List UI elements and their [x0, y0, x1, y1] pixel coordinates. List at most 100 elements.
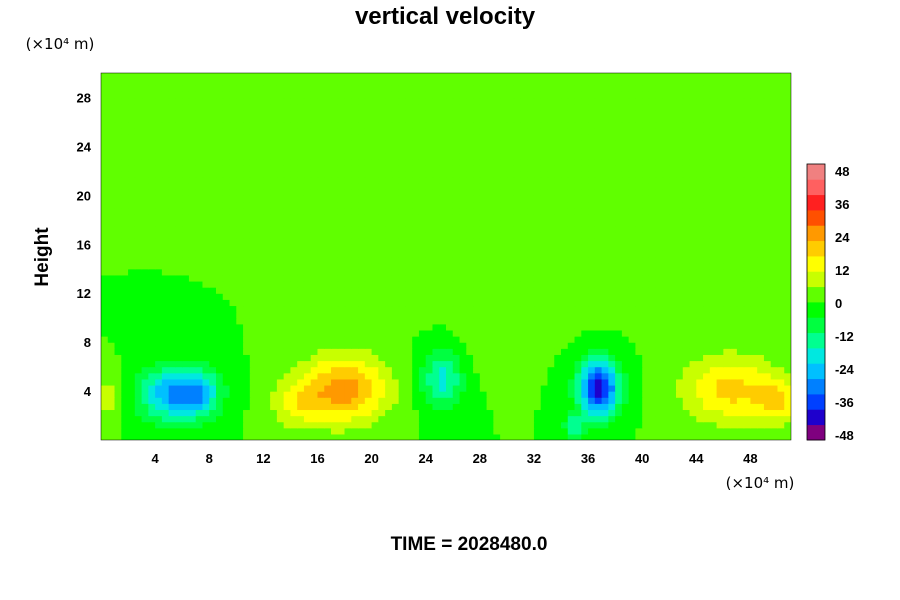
heatmap-cell: [331, 146, 339, 154]
heatmap-cell: [107, 232, 116, 239]
heatmap-cell: [148, 311, 156, 319]
heatmap-cell: [195, 384, 204, 392]
heatmap-cell: [391, 378, 400, 386]
heatmap-cell: [446, 403, 454, 411]
heatmap-cell: [493, 140, 501, 147]
heatmap-cell: [689, 232, 697, 239]
heatmap-cell: [290, 140, 298, 147]
heatmap-cell: [696, 293, 704, 300]
heatmap-cell: [750, 415, 758, 423]
heatmap-cell: [662, 207, 670, 215]
heatmap-cell: [425, 152, 434, 160]
heatmap-cell: [527, 354, 535, 362]
heatmap-cell: [594, 323, 603, 331]
heatmap-cell: [730, 176, 738, 184]
heatmap-cell: [736, 305, 745, 313]
heatmap-cell: [581, 378, 589, 386]
heatmap-cell: [249, 238, 258, 245]
heatmap-cell: [750, 409, 758, 417]
heatmap-cell: [283, 219, 292, 227]
heatmap-cell: [642, 360, 650, 368]
heatmap-cell: [148, 372, 156, 380]
heatmap-cell: [371, 323, 379, 331]
heatmap-cell: [412, 232, 420, 239]
heatmap-cell: [784, 336, 791, 343]
heatmap-cell: [418, 146, 427, 154]
heatmap-cell: [297, 256, 305, 264]
heatmap-cell: [418, 403, 427, 411]
heatmap-cell: [128, 225, 136, 233]
heatmap-cell: [398, 378, 407, 386]
heatmap-cell: [716, 195, 724, 203]
heatmap-cell: [784, 415, 791, 423]
heatmap-cell: [527, 140, 535, 147]
heatmap-cell: [574, 354, 582, 362]
heatmap-cell: [317, 323, 325, 331]
heatmap-cell: [466, 207, 474, 215]
heatmap-cell: [148, 366, 156, 374]
heatmap-cell: [432, 256, 440, 264]
heatmap-cell: [148, 250, 156, 258]
heatmap-cell: [716, 372, 724, 380]
heatmap-cell: [716, 170, 724, 178]
heatmap-cell: [182, 384, 190, 392]
heatmap-cell: [452, 293, 461, 300]
heatmap-cell: [493, 250, 501, 258]
heatmap-cell: [256, 189, 264, 196]
heatmap-cell: [689, 372, 697, 380]
heatmap-cell: [750, 176, 758, 184]
heatmap-cell: [655, 299, 664, 307]
heatmap-cell: [588, 360, 596, 368]
heatmap-cell: [385, 366, 393, 374]
heatmap-cell: [655, 170, 664, 178]
heatmap-cell: [371, 164, 379, 172]
heatmap-cell: [297, 280, 305, 288]
heatmap-cell: [473, 311, 481, 319]
heatmap-cell: [655, 293, 664, 300]
heatmap-cell: [276, 232, 285, 239]
heatmap-cell: [243, 262, 251, 270]
heatmap-cell: [703, 287, 711, 294]
heatmap-cell: [716, 421, 724, 429]
heatmap-cell: [412, 183, 420, 190]
heatmap-cell: [432, 384, 440, 392]
heatmap-cell: [101, 189, 109, 196]
heatmap-cell: [750, 262, 758, 270]
heatmap-cell: [784, 421, 791, 429]
heatmap-cell: [371, 409, 379, 417]
heatmap-cell: [642, 201, 650, 209]
heatmap-cell: [107, 238, 116, 245]
heatmap-cell: [757, 421, 765, 429]
heatmap-cell: [743, 299, 752, 307]
heatmap-cell: [500, 336, 508, 343]
heatmap-cell: [763, 348, 772, 355]
heatmap-cell: [364, 323, 373, 331]
heatmap-cell: [412, 384, 420, 392]
heatmap-cell: [337, 323, 346, 331]
heatmap-cell: [648, 262, 657, 270]
heatmap-cell: [182, 170, 190, 178]
heatmap-cell: [331, 293, 339, 300]
heatmap-cell: [533, 372, 542, 380]
heatmap-cell: [270, 250, 278, 258]
heatmap-cell: [446, 201, 454, 209]
heatmap-cell: [621, 317, 630, 325]
heatmap-cell: [378, 280, 386, 288]
heatmap-cell: [533, 293, 542, 300]
heatmap-cell: [351, 342, 359, 349]
heatmap-cell: [635, 421, 643, 429]
heatmap-cell: [290, 195, 298, 203]
heatmap-cell: [107, 305, 116, 313]
heatmap-cell: [682, 354, 691, 362]
heatmap-cell: [168, 378, 177, 386]
heatmap-cell: [425, 366, 434, 374]
heatmap-cell: [547, 317, 555, 325]
heatmap-cell: [601, 213, 609, 221]
heatmap-cell: [114, 195, 122, 203]
heatmap-cell: [540, 415, 549, 423]
heatmap-cell: [310, 433, 319, 440]
heatmap-cell: [669, 146, 677, 154]
heatmap-cell: [642, 170, 650, 178]
heatmap-cell: [378, 378, 386, 386]
heatmap-cell: [736, 274, 745, 282]
